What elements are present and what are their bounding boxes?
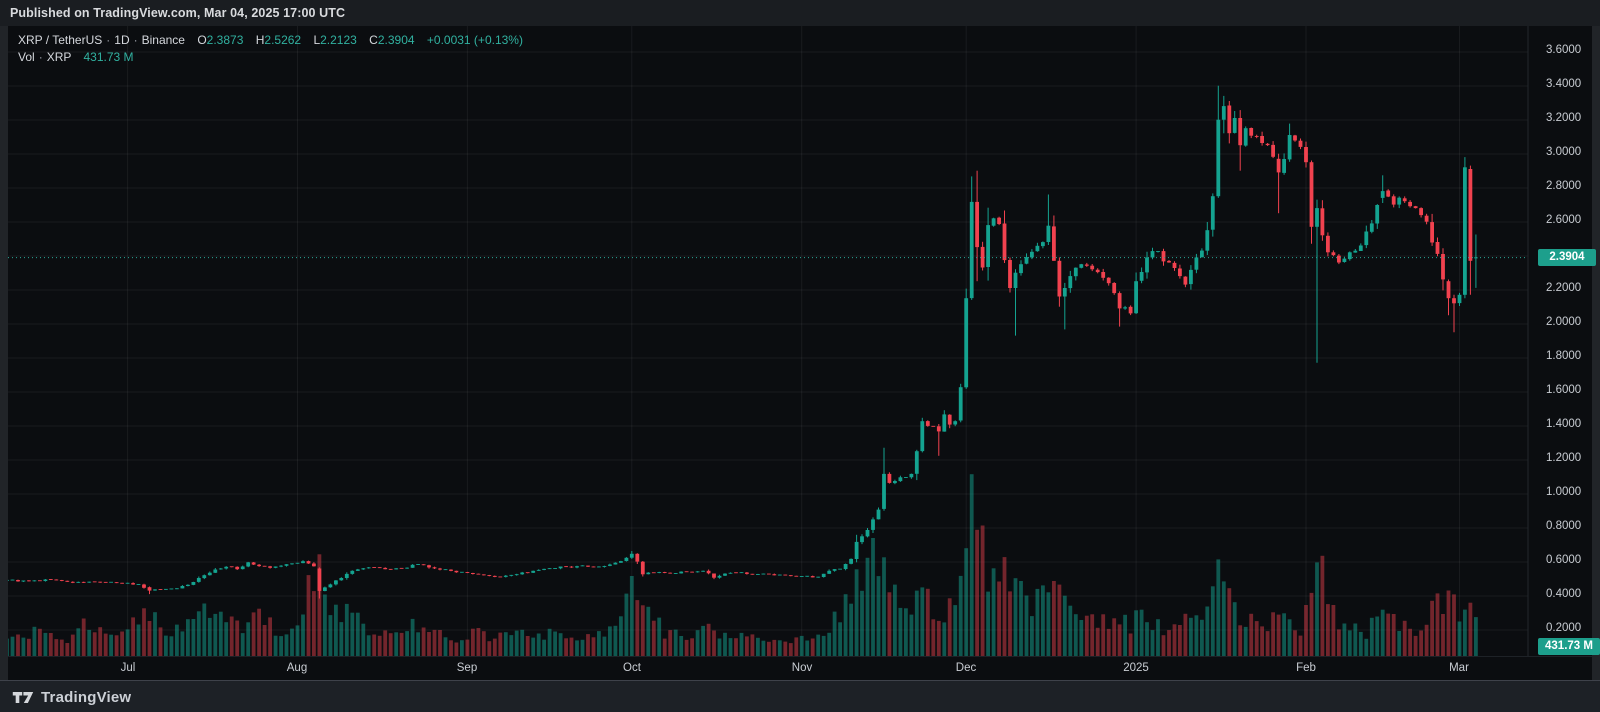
legend-separator: ·: [38, 50, 43, 64]
legend-vol-label: Vol: [18, 50, 35, 64]
price-tick-label: 3.2000: [1546, 112, 1582, 124]
price-axis[interactable]: 3.6000 3.4000 3.2000 3.0000 2.8000 2.6000 2.20…: [1536, 26, 1600, 656]
footer-bar: TradingView: [0, 680, 1600, 712]
legend-close: C2.3904: [369, 33, 415, 47]
legend-separator: ·: [106, 33, 111, 47]
time-tick-label: Feb: [1296, 662, 1316, 674]
price-tick-label: 2.6000: [1546, 214, 1582, 226]
price-tick-label: 0.4000: [1546, 588, 1582, 600]
legend-interval[interactable]: 1D: [114, 33, 130, 47]
legend-symbol-row: XRP / TetherUS · 1D · Binance O2.3873 H2.526…: [18, 32, 523, 48]
price-tick-label: 3.0000: [1546, 146, 1582, 158]
price-tick-label: 2.0000: [1546, 316, 1582, 328]
time-tick-label: Jul: [120, 662, 136, 674]
legend-vol-value: 431.73 M: [83, 50, 134, 64]
price-tick-label: 0.8000: [1546, 520, 1582, 532]
price-tick-label: 0.2000: [1546, 622, 1582, 634]
chart-canvas[interactable]: [8, 26, 1592, 680]
legend-vol-ticker: XRP: [46, 50, 72, 64]
price-tick-label: 0.6000: [1546, 554, 1582, 566]
tradingview-logo-icon: [12, 690, 34, 705]
time-tick-label: Mar: [1449, 662, 1469, 674]
price-tick-label: 1.0000: [1546, 486, 1582, 498]
time-tick-label: Nov: [791, 662, 813, 674]
legend-separator: ·: [133, 33, 138, 47]
chart-widget: XRP / TetherUS · 1D · Binance O2.3873 H2.526…: [8, 26, 1600, 681]
legend-volume-row: Vol · XRP 431.73 M: [18, 49, 523, 65]
legend-symbol[interactable]: XRP / TetherUS: [18, 33, 103, 47]
time-tick-label: Aug: [286, 662, 308, 674]
price-tick-label: 1.4000: [1546, 418, 1582, 430]
legend-change: +0.0031 (+0.13%): [426, 33, 523, 47]
last-price-badge: 2.3904: [1538, 249, 1596, 266]
footer-brand-name: TradingView: [41, 688, 132, 706]
volume-badge: 431.73 M: [1538, 638, 1600, 655]
time-axis[interactable]: Jul Aug Sep Oct Nov Dec 2025 Feb Mar: [8, 656, 1592, 681]
time-tick-label: Oct: [623, 662, 641, 674]
price-tick-label: 2.2000: [1546, 282, 1582, 294]
price-tick-label: 2.8000: [1546, 180, 1582, 192]
price-tick-label: 1.6000: [1546, 384, 1582, 396]
time-tick-label: 2025: [1123, 662, 1149, 674]
tradingview-brand-link[interactable]: TradingView: [12, 689, 131, 706]
legend-low: L2.2123: [313, 33, 357, 47]
published-bar: Published on TradingView.com, Mar 04, 20…: [0, 0, 1600, 26]
chart-legend: XRP / TetherUS · 1D · Binance O2.3873 H2.526…: [18, 32, 523, 66]
price-tick-label: 1.2000: [1546, 452, 1582, 464]
time-tick-label: Sep: [456, 662, 478, 674]
published-text: Published on TradingView.com, Mar 04, 20…: [10, 6, 346, 20]
price-tick-label: 3.6000: [1546, 44, 1582, 56]
time-tick-label: Dec: [955, 662, 977, 674]
price-tick-label: 3.4000: [1546, 78, 1582, 90]
legend-open: O2.3873: [197, 33, 244, 47]
legend-high: H2.5262: [255, 33, 302, 47]
price-tick-label: 1.8000: [1546, 350, 1582, 362]
legend-exchange: Binance: [141, 33, 185, 47]
